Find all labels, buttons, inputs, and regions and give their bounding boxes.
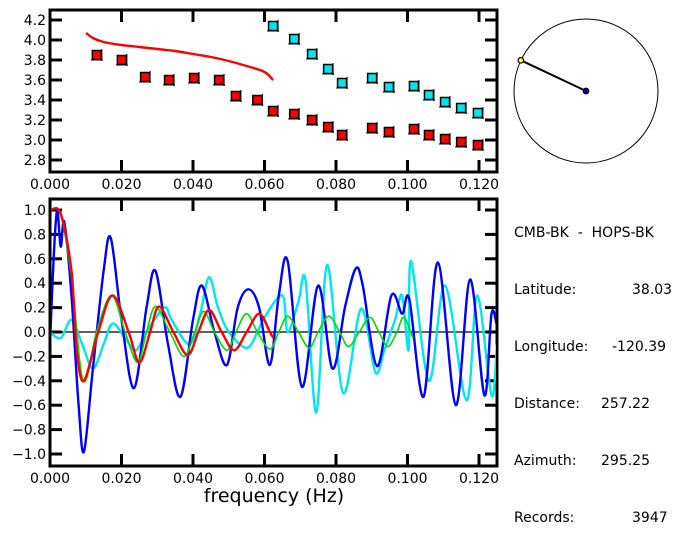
red-points-marker: [383, 126, 395, 138]
y-tick-label: −0.2: [12, 349, 46, 365]
red-points-marker: [230, 90, 242, 102]
upper-velocity-plot: 0.000 0.020 0.040 0.060 0.080 0.100 0.120 2.8 3.…: [24, 8, 499, 193]
cyan-points-marker: [306, 48, 318, 60]
y-tick-label: 3.0: [24, 133, 46, 149]
lower-coherence-plot: 0.000 0.020 0.040 0.060 0.080 0.100 0.120 −1.0 −…: [12, 197, 499, 487]
station-pair: CMB-BK - HOPS-BK: [514, 225, 654, 241]
azimuth-value: 295.25: [601, 453, 650, 469]
azimuth-map: [513, 18, 659, 164]
y-tick-label: −0.8: [12, 423, 46, 439]
red-points-marker: [306, 114, 318, 126]
cyan-points-marker: [288, 33, 300, 45]
y-tick-label: 0.4: [24, 276, 46, 292]
latitude-value-text: 38.03: [632, 282, 673, 298]
cyan-points-marker: [423, 89, 435, 101]
x-tick-label: 0.040: [173, 471, 213, 487]
cyan-points-marker: [267, 20, 279, 32]
x-tick-label: 0.020: [101, 471, 141, 487]
x-tick-label: 0.120: [459, 471, 499, 487]
latitude-label: Latitude:: [514, 282, 577, 298]
x-tick-label: 0.000: [30, 177, 70, 193]
red-points-marker: [366, 122, 378, 134]
azimuth-line: [520, 59, 587, 92]
red-points-marker: [267, 105, 279, 117]
x-tick-label: 0.040: [173, 177, 213, 193]
cyan-points-marker: [472, 107, 484, 119]
y-tick-label: 3.6: [24, 73, 46, 89]
cyan-points-marker: [408, 80, 420, 92]
plot-frame: [48, 8, 499, 174]
remote-station-marker: [517, 56, 525, 64]
cyan-series-line: [51, 259, 496, 414]
red-points-marker: [91, 49, 103, 61]
longitude-value: -120.39: [612, 339, 667, 355]
red-points-marker: [336, 129, 348, 141]
red-points-marker: [188, 72, 200, 84]
x-tick-label: 0.060: [244, 471, 284, 487]
red-points-marker: [472, 139, 484, 151]
y-tick-label: 1.0: [24, 203, 46, 219]
x-tick-label: 0.000: [30, 471, 70, 487]
y-tick-label: 3.4: [24, 93, 46, 109]
blue-series-line: [51, 208, 496, 454]
cyan-points-marker: [383, 81, 395, 93]
station-info-panel: CMB-BK - HOPS-BK Latitude: 38.03 Longitud…: [514, 186, 672, 547]
x-axis-title: frequency (Hz): [204, 485, 344, 507]
red-points-marker: [423, 129, 435, 141]
distance-value: 257.22: [601, 396, 650, 412]
red-points-marker: [322, 121, 334, 133]
red-points-marker: [455, 136, 467, 148]
y-tick-label: 4.0: [24, 33, 46, 49]
longitude-label: Longitude:: [514, 339, 589, 355]
figure: 0.000 0.020 0.040 0.060 0.080 0.100 0.120 2.8 3.…: [12, 8, 659, 507]
red-points-marker: [163, 74, 175, 86]
red-points-marker: [408, 123, 420, 135]
cyan-points-marker: [366, 72, 378, 84]
y-tick-label: 4.2: [24, 13, 46, 29]
cyan-points-marker: [439, 96, 451, 108]
longitude-row: Longitude: -120.39: [514, 338, 666, 357]
red-points-marker: [439, 133, 451, 145]
range-circle: [513, 18, 659, 164]
red-points-marker: [139, 71, 151, 83]
red-series-line: [51, 207, 275, 383]
x-tick-label: 0.020: [101, 177, 141, 193]
distance-label: Distance:: [514, 396, 580, 412]
azimuth-row: Azimuth: 295.25: [514, 452, 654, 471]
distance-row: Distance: 257.22: [514, 395, 654, 414]
y-tick-label: 2.8: [24, 153, 46, 169]
y-tick-label: 3.8: [24, 53, 46, 69]
red-points-marker: [116, 54, 128, 66]
x-tick-label: 0.100: [387, 177, 427, 193]
x-tick-label: 0.080: [316, 471, 356, 487]
y-tick-label: 0.2: [24, 301, 46, 317]
y-tick-label: −0.4: [12, 374, 46, 390]
latitude-row: Latitude: 38.03: [514, 281, 672, 300]
cyan-points-marker: [455, 102, 467, 114]
station-marker: [582, 87, 590, 95]
y-tick-label: 0.6: [24, 252, 46, 268]
red-points-marker: [288, 108, 300, 120]
x-tick-label: 0.080: [316, 177, 356, 193]
red-curve-series-line: [85, 32, 274, 81]
y-tick-label: −0.6: [12, 398, 46, 414]
red-points-marker: [213, 74, 225, 86]
series-group: [51, 207, 496, 454]
y-tick-label: 0.0: [24, 325, 46, 341]
records-label: Records:: [514, 510, 575, 526]
x-tick-label: 0.060: [244, 177, 284, 193]
x-tick-label: 0.120: [459, 177, 499, 193]
y-tick-label: −1.0: [12, 447, 46, 463]
azimuth-label: Azimuth:: [514, 453, 577, 469]
green-series-line: [51, 207, 414, 383]
cyan-points-marker: [336, 77, 348, 89]
red-points-marker: [252, 94, 263, 106]
y-tick-label: 3.2: [24, 113, 46, 129]
y-tick-label: 0.8: [24, 227, 46, 243]
x-tick-label: 0.100: [387, 471, 427, 487]
cyan-points-marker: [322, 63, 334, 75]
series-group: [85, 20, 484, 151]
